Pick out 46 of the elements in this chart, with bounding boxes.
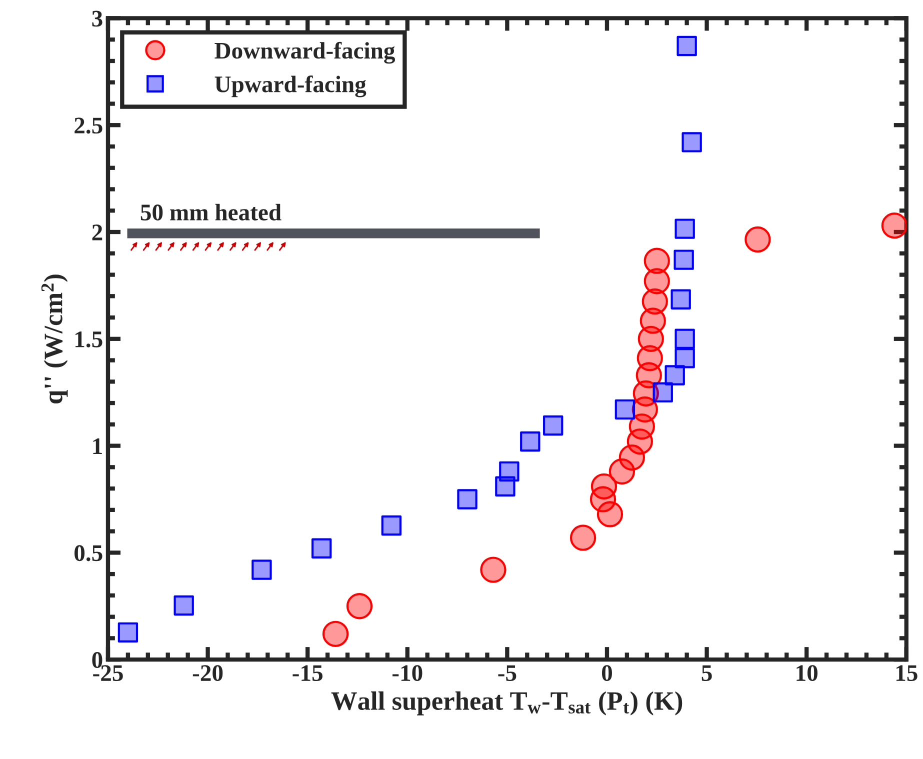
x-tick-label: -5: [498, 665, 516, 682]
annotation: 50 mm heated: [140, 204, 282, 220]
point: [174, 595, 194, 616]
x-tick-label: 5: [702, 665, 712, 682]
legend-label: Upward-facing: [214, 75, 366, 98]
x-tick-label: -20: [192, 665, 223, 682]
point: [674, 348, 695, 368]
point: [664, 365, 685, 386]
x-tick-label: -15: [292, 665, 322, 682]
point: [590, 473, 618, 500]
point: [542, 415, 564, 436]
point: [676, 36, 697, 56]
y-tick-label: 3: [92, 10, 102, 27]
point: [881, 212, 906, 239]
point: [674, 328, 695, 349]
point: [252, 560, 272, 580]
point: [652, 382, 673, 402]
x-axis-title: Wall superheat T$_{w}$-T$_{sat}$ (P$_{t}$) (K): [331, 691, 682, 716]
point: [744, 226, 771, 253]
point: [644, 248, 670, 274]
point: [614, 399, 636, 420]
x-tick-label: 0: [602, 665, 612, 682]
point: [322, 620, 349, 647]
y-tick-label: 0.5: [74, 545, 102, 562]
point: [480, 556, 506, 583]
x-tick-label: -10: [392, 665, 422, 682]
point: [346, 593, 373, 620]
point: [381, 515, 402, 536]
y-axis-title: q'' (W/cm$^{2}$): [41, 274, 68, 404]
y-tick-label: 1: [93, 438, 102, 454]
point: [674, 218, 695, 239]
point: [670, 289, 691, 310]
y-tick-label: 2.5: [74, 118, 102, 134]
x-tick-label: 15: [896, 665, 918, 682]
point: [520, 431, 540, 452]
point: [682, 132, 702, 152]
point: [311, 538, 332, 558]
y-tick-label: 2: [92, 224, 102, 240]
point: [674, 250, 694, 270]
legend-label: Downward-facing: [214, 42, 396, 64]
point: [118, 622, 138, 643]
x-tick-label: 10: [796, 665, 818, 682]
y-tick-label: 1.5: [76, 332, 102, 348]
point: [499, 461, 520, 482]
point: [457, 489, 478, 510]
point: [570, 524, 596, 551]
